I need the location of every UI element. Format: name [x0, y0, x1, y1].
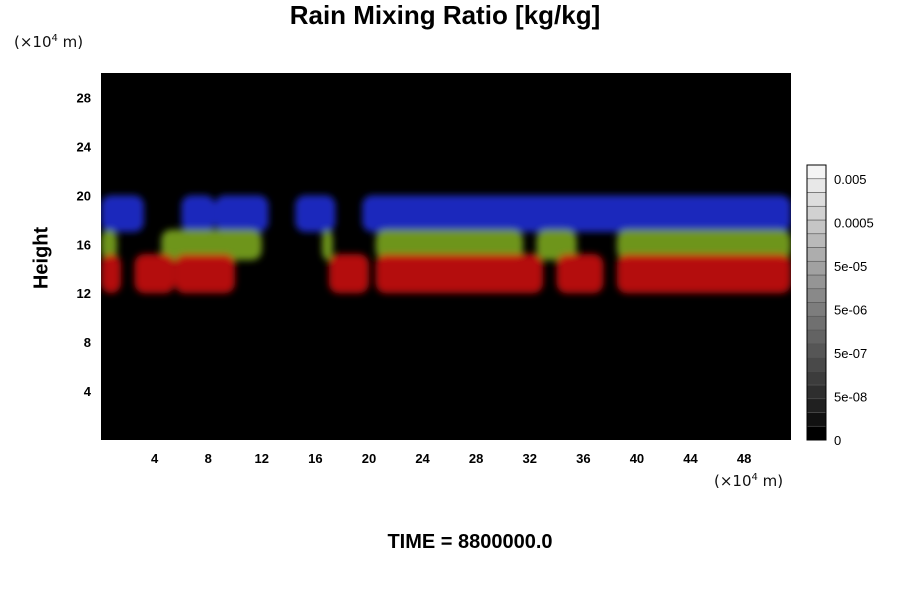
time-label: TIME = 8800000.0: [387, 531, 553, 553]
y-tick-label: 24: [77, 139, 92, 154]
x-tick-label: 48: [737, 451, 751, 466]
green-band-segment: [616, 229, 791, 261]
colorbar-cell: [806, 274, 827, 290]
colorbar-cell: [806, 247, 827, 262]
colorbar-cell: [806, 370, 827, 386]
y-tick-label: 12: [77, 286, 91, 301]
blue-band-segment: [214, 195, 269, 233]
green-band-segment: [375, 229, 524, 261]
red-band-segment: [556, 254, 604, 294]
x-tick-label: 44: [683, 451, 698, 466]
colorbar-cell: [806, 164, 827, 180]
green-band-segment: [101, 229, 118, 261]
y-tick-label: 8: [84, 335, 91, 350]
colorbar-cell: [806, 219, 827, 235]
colorbar-cell: [806, 398, 827, 413]
colorbar-cell: [806, 178, 827, 193]
red-band-segment: [375, 254, 544, 294]
colorbar-cell: [806, 260, 827, 276]
colorbar-cell: [806, 288, 827, 303]
red-band-segment: [328, 254, 369, 294]
x-tick-label: 28: [469, 451, 483, 466]
colorbar-label: 5e-05: [834, 259, 867, 274]
y-tick-label: 4: [84, 384, 92, 399]
x-tick-label: 32: [523, 451, 537, 466]
colorbar-cell: [806, 412, 827, 427]
colorbar: [806, 164, 827, 441]
red-band-segment: [174, 254, 235, 294]
x-tick-label: 16: [308, 451, 322, 466]
x-tick-label: 24: [415, 451, 430, 466]
colorbar-cell: [806, 343, 827, 358]
colorbar-label: 5e-07: [834, 346, 867, 361]
red-band-segment: [134, 254, 175, 294]
blue-band-segment: [181, 195, 215, 233]
x-axis-unit: (×104 m): [714, 472, 784, 490]
colorbar-cell: [806, 384, 827, 400]
x-tick-label: 4: [151, 451, 159, 466]
red-band-segment: [101, 254, 122, 294]
x-tick-label: 36: [576, 451, 590, 466]
blue-band-segment: [101, 195, 144, 233]
colorbar-cell: [806, 302, 827, 317]
y-tick-label: 20: [77, 188, 91, 203]
chart-title: Rain Mixing Ratio [kg/kg]: [289, 0, 601, 30]
colorbar-label: 0.0005: [834, 216, 874, 231]
colorbar-cell: [806, 357, 827, 372]
blue-band-segment: [362, 195, 791, 233]
red-band-segment: [616, 254, 791, 294]
y-axis-unit: (×104 m): [14, 33, 84, 51]
colorbar-label: 5e-08: [834, 390, 867, 405]
colorbar-label: 5e-06: [834, 303, 867, 318]
blue-band-segment: [295, 195, 336, 233]
x-tick-label: 40: [630, 451, 644, 466]
colorbar-label: 0: [834, 433, 841, 448]
colorbar-frame: [806, 164, 827, 441]
y-tick-label: 28: [77, 90, 91, 105]
x-tick-label: 12: [255, 451, 269, 466]
y-tick-label: 16: [77, 237, 91, 252]
colorbar-cell: [806, 205, 827, 221]
colorbar-label: 0.005: [834, 172, 867, 187]
green-band-segment: [161, 229, 262, 261]
colorbar-cell: [806, 329, 827, 345]
colorbar-cell: [806, 425, 827, 441]
x-tick-label: 8: [205, 451, 212, 466]
colorbar-cell: [806, 192, 827, 207]
green-band-segment: [322, 229, 333, 261]
colorbar-cell: [806, 233, 827, 248]
x-tick-label: 20: [362, 451, 376, 466]
colorbar-cell: [806, 315, 827, 331]
green-band-segment: [536, 229, 577, 261]
